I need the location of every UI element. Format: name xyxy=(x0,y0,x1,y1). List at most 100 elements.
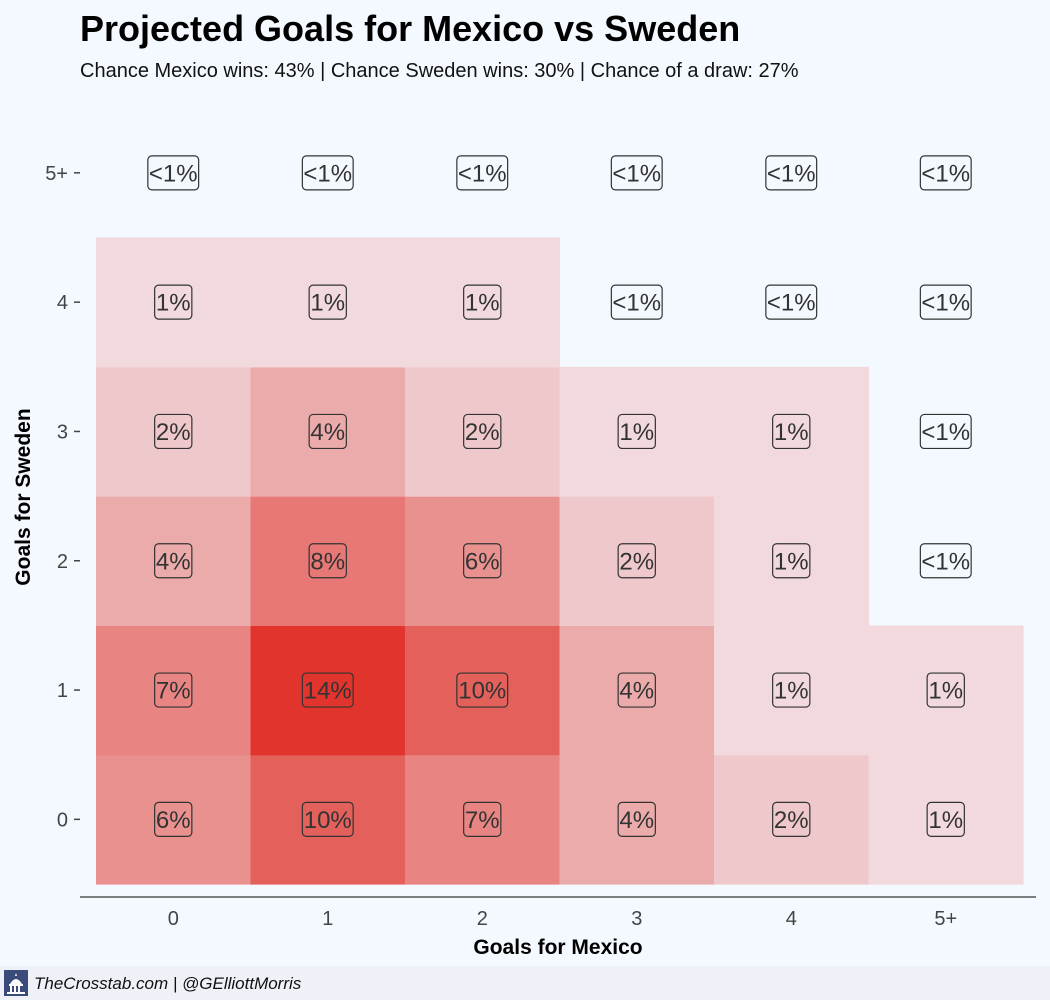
cell-label: <1% xyxy=(919,543,972,579)
cell-label: 4% xyxy=(617,672,656,708)
cell-label-box xyxy=(154,672,193,708)
cell-label-box xyxy=(301,155,354,191)
heatmap-cell xyxy=(96,496,252,626)
cell-label-text: 2% xyxy=(774,807,809,834)
cell-label: 2% xyxy=(463,413,502,450)
cell-label-text: <1% xyxy=(612,290,661,317)
heatmap-cells xyxy=(96,237,1024,885)
cell-label-text: 2% xyxy=(156,419,191,446)
heatmap-chart: 6% 10% 7% 4% 2% 1%7% 14% 10% 4% 1% 1%4% 8% 6% 2% 1% <1%… xyxy=(12,155,1036,959)
cell-label: 1% xyxy=(926,672,965,708)
cell-label: 14% xyxy=(301,672,354,708)
cell-label-box xyxy=(463,543,502,579)
cell-label-box xyxy=(772,543,811,579)
cell-label-box xyxy=(617,672,656,708)
cell-label-text: <1% xyxy=(921,548,970,575)
cell-label-text: 1% xyxy=(774,678,809,705)
heatmap-cell xyxy=(405,496,561,626)
heatmap-cell xyxy=(250,625,406,756)
x-tick-label: 5+ xyxy=(934,908,957,930)
heatmap-cell xyxy=(96,754,252,885)
heatmap-cell xyxy=(714,366,870,497)
cell-label-box xyxy=(765,155,818,191)
cell-label-box xyxy=(154,284,193,320)
cell-label: <1% xyxy=(919,284,972,320)
cell-label: 1% xyxy=(308,284,347,320)
cell-label: 10% xyxy=(301,801,354,837)
cell-label-text: 7% xyxy=(156,678,191,705)
cell-label: 4% xyxy=(617,801,656,837)
y-tick-label: 3 xyxy=(57,421,68,443)
cell-label-box xyxy=(926,801,965,837)
cell-label-box xyxy=(154,413,193,450)
cell-label-text: 6% xyxy=(156,807,191,834)
heatmap-cell xyxy=(405,366,561,497)
heatmap-cell xyxy=(250,754,406,885)
cell-label-text: 4% xyxy=(619,678,654,705)
cell-label: 10% xyxy=(456,672,509,708)
cell-label-box xyxy=(308,413,347,450)
cell-label-text: 1% xyxy=(928,678,963,705)
cell-label: 8% xyxy=(308,543,347,579)
cell-label-box xyxy=(154,801,193,837)
cell-label: <1% xyxy=(919,155,972,191)
cell-label-text: 4% xyxy=(156,548,191,575)
cell-label-box xyxy=(919,155,972,191)
heatmap-cell xyxy=(868,754,1024,885)
cell-label: 1% xyxy=(926,801,965,837)
cell-label: 2% xyxy=(154,413,193,450)
cell-label: 7% xyxy=(463,801,502,837)
heatmap-cell xyxy=(559,496,715,626)
heatmap-cell xyxy=(714,625,870,756)
cell-label-text: <1% xyxy=(303,160,352,187)
y-axis-title: Goals for Sweden xyxy=(12,408,35,585)
x-tick-label: 0 xyxy=(168,908,179,930)
cell-label: <1% xyxy=(456,155,509,191)
heatmap-cell xyxy=(559,754,715,885)
cell-label: 4% xyxy=(154,543,193,579)
cell-label: <1% xyxy=(610,284,663,320)
cell-label: 7% xyxy=(154,672,193,708)
cell-label-text: 1% xyxy=(619,419,654,446)
cell-label: <1% xyxy=(147,155,200,191)
heatmap-cell xyxy=(96,237,252,368)
y-tick-label: 4 xyxy=(57,292,68,314)
cell-label: 1% xyxy=(772,672,811,708)
cell-label-box xyxy=(301,801,354,837)
y-tick-label: 1 xyxy=(57,680,68,702)
heatmap-cell xyxy=(405,625,561,756)
cell-label-box xyxy=(765,284,818,320)
cell-label-text: 7% xyxy=(465,807,500,834)
y-tick-label: 0 xyxy=(57,809,68,831)
cell-label-box xyxy=(926,672,965,708)
cell-label-box xyxy=(772,672,811,708)
cell-label-text: 4% xyxy=(619,807,654,834)
x-tick-label: 3 xyxy=(631,908,642,930)
cell-label-text: <1% xyxy=(921,160,970,187)
chart-subtitle: Chance Mexico wins: 43% | Chance Sweden … xyxy=(80,60,799,82)
heatmap-axes: 0 1 2 3 4 5+ 0 1 2 3 4 5+ Goals for Mexico Goals for … xyxy=(12,163,1036,959)
cell-label-box xyxy=(772,801,811,837)
heatmap-cell xyxy=(405,754,561,885)
x-axis-title: Goals for Mexico xyxy=(473,936,642,959)
heatmap-cell xyxy=(559,366,715,497)
cell-label-box xyxy=(463,801,502,837)
cell-label-box xyxy=(308,543,347,579)
cell-label-box xyxy=(617,801,656,837)
heatmap-cell xyxy=(714,754,870,885)
cell-label-text: 1% xyxy=(928,807,963,834)
cell-label-text: 2% xyxy=(465,419,500,446)
heatmap-cell xyxy=(714,496,870,626)
cell-label-text: 1% xyxy=(465,290,500,317)
cell-label-text: <1% xyxy=(149,160,198,187)
heatmap-cell xyxy=(868,625,1024,756)
y-tick-label: 2 xyxy=(57,551,68,573)
heatmap-cell xyxy=(250,237,406,368)
heatmap-cell xyxy=(96,625,252,756)
x-tick-label: 2 xyxy=(477,908,488,930)
cell-label: <1% xyxy=(610,155,663,191)
cell-label-box xyxy=(147,155,200,191)
cell-label: 4% xyxy=(308,413,347,450)
x-tick-label: 1 xyxy=(322,908,333,930)
cell-label-box xyxy=(456,155,509,191)
